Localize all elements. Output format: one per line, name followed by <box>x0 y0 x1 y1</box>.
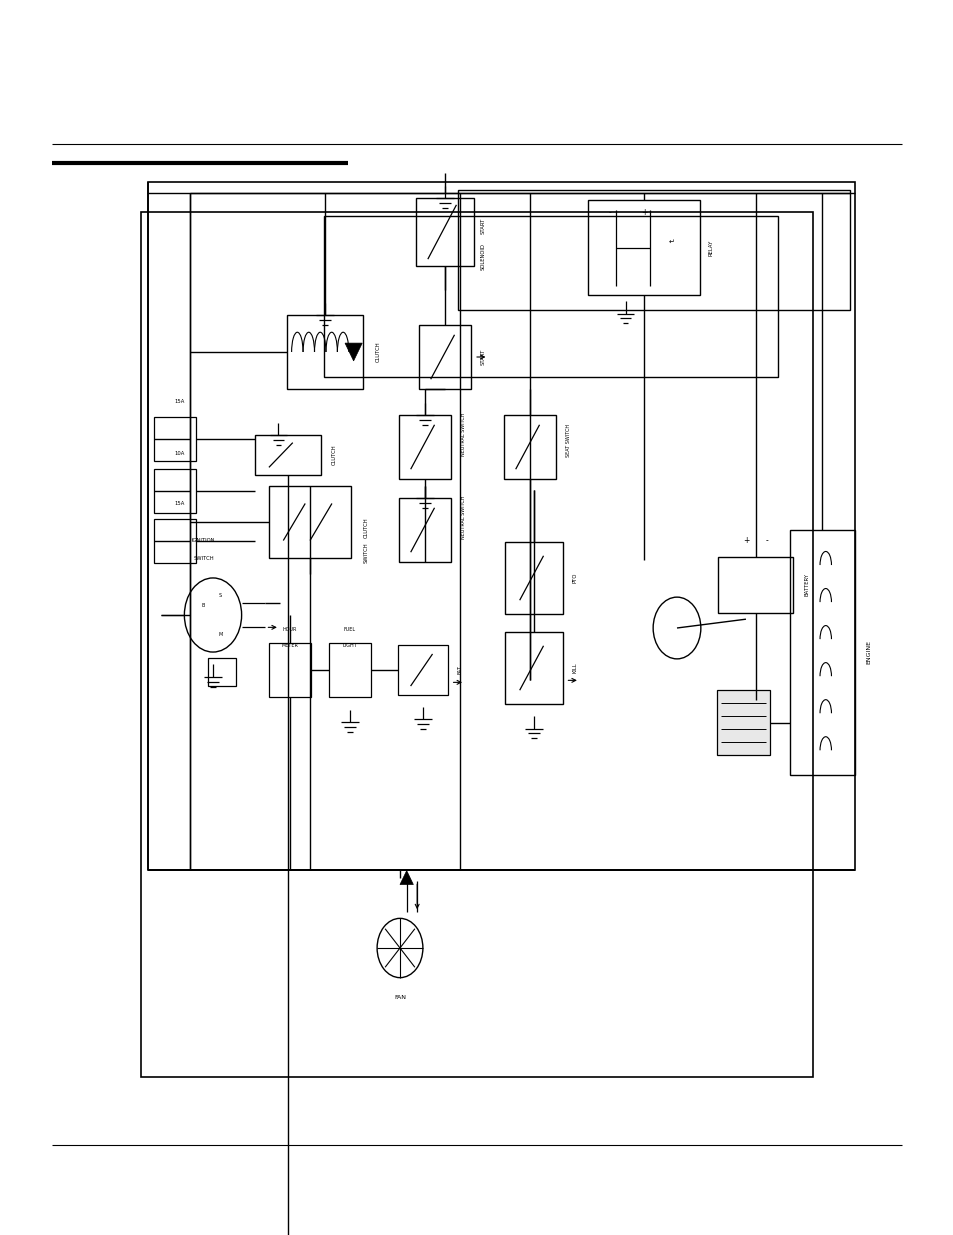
Text: HOUR: HOUR <box>282 626 297 632</box>
Bar <box>329 643 371 698</box>
Bar <box>153 416 195 461</box>
Text: B: B <box>202 603 205 608</box>
Text: BATTERY: BATTERY <box>804 573 809 597</box>
Text: 15A: 15A <box>174 501 185 506</box>
Bar <box>324 216 777 377</box>
Bar <box>718 557 792 613</box>
Bar <box>269 487 350 558</box>
Text: LIGHT: LIGHT <box>342 642 357 648</box>
Text: CLUTCH: CLUTCH <box>331 445 336 466</box>
Bar <box>148 182 854 869</box>
Text: PTO: PTO <box>572 573 577 583</box>
Text: START: START <box>480 348 485 366</box>
Text: CLUTCH: CLUTCH <box>375 342 380 362</box>
Bar <box>416 198 473 266</box>
Text: NEUTRAL SWITCH: NEUTRAL SWITCH <box>460 412 465 457</box>
Text: -: - <box>608 207 611 217</box>
Text: SWITCH: SWITCH <box>363 542 368 563</box>
Text: KILL: KILL <box>572 663 577 673</box>
Bar <box>153 469 195 514</box>
Text: START: START <box>480 217 485 233</box>
Text: +: + <box>640 207 646 217</box>
Text: SOLENOID: SOLENOID <box>480 243 485 270</box>
Text: IGNITION: IGNITION <box>192 538 215 543</box>
Text: 10A: 10A <box>174 452 185 457</box>
Bar <box>398 498 451 562</box>
Bar <box>505 542 562 614</box>
Text: ↵: ↵ <box>668 238 674 245</box>
Bar <box>287 315 363 389</box>
Bar <box>397 646 447 695</box>
Text: +: + <box>742 536 748 546</box>
Text: -: - <box>764 536 767 546</box>
Text: FUEL: FUEL <box>344 626 355 632</box>
Bar <box>141 212 812 1077</box>
Text: METER: METER <box>281 642 298 648</box>
Text: M: M <box>218 632 222 637</box>
Bar <box>789 530 854 776</box>
Text: NEUTRAL SWITCH: NEUTRAL SWITCH <box>460 496 465 540</box>
Polygon shape <box>345 343 362 361</box>
Text: FAT: FAT <box>457 666 462 674</box>
Text: CLUTCH: CLUTCH <box>363 517 368 538</box>
Bar <box>587 200 700 295</box>
Bar <box>503 415 556 479</box>
Text: ENGINE: ENGINE <box>866 641 871 664</box>
Text: RELAY: RELAY <box>708 240 713 256</box>
Text: S: S <box>219 593 222 598</box>
Text: 15A: 15A <box>174 399 185 404</box>
Polygon shape <box>399 871 413 884</box>
Bar <box>505 632 562 704</box>
Bar <box>153 519 195 563</box>
Bar <box>208 658 236 685</box>
Bar <box>269 643 311 698</box>
Text: SWITCH: SWITCH <box>193 556 213 561</box>
Text: FAN: FAN <box>394 995 406 1000</box>
Bar <box>398 415 451 479</box>
Bar <box>418 325 471 389</box>
Bar <box>717 690 769 755</box>
Bar <box>457 190 849 310</box>
Bar <box>254 435 321 474</box>
Text: SEAT SWITCH: SEAT SWITCH <box>565 425 570 457</box>
